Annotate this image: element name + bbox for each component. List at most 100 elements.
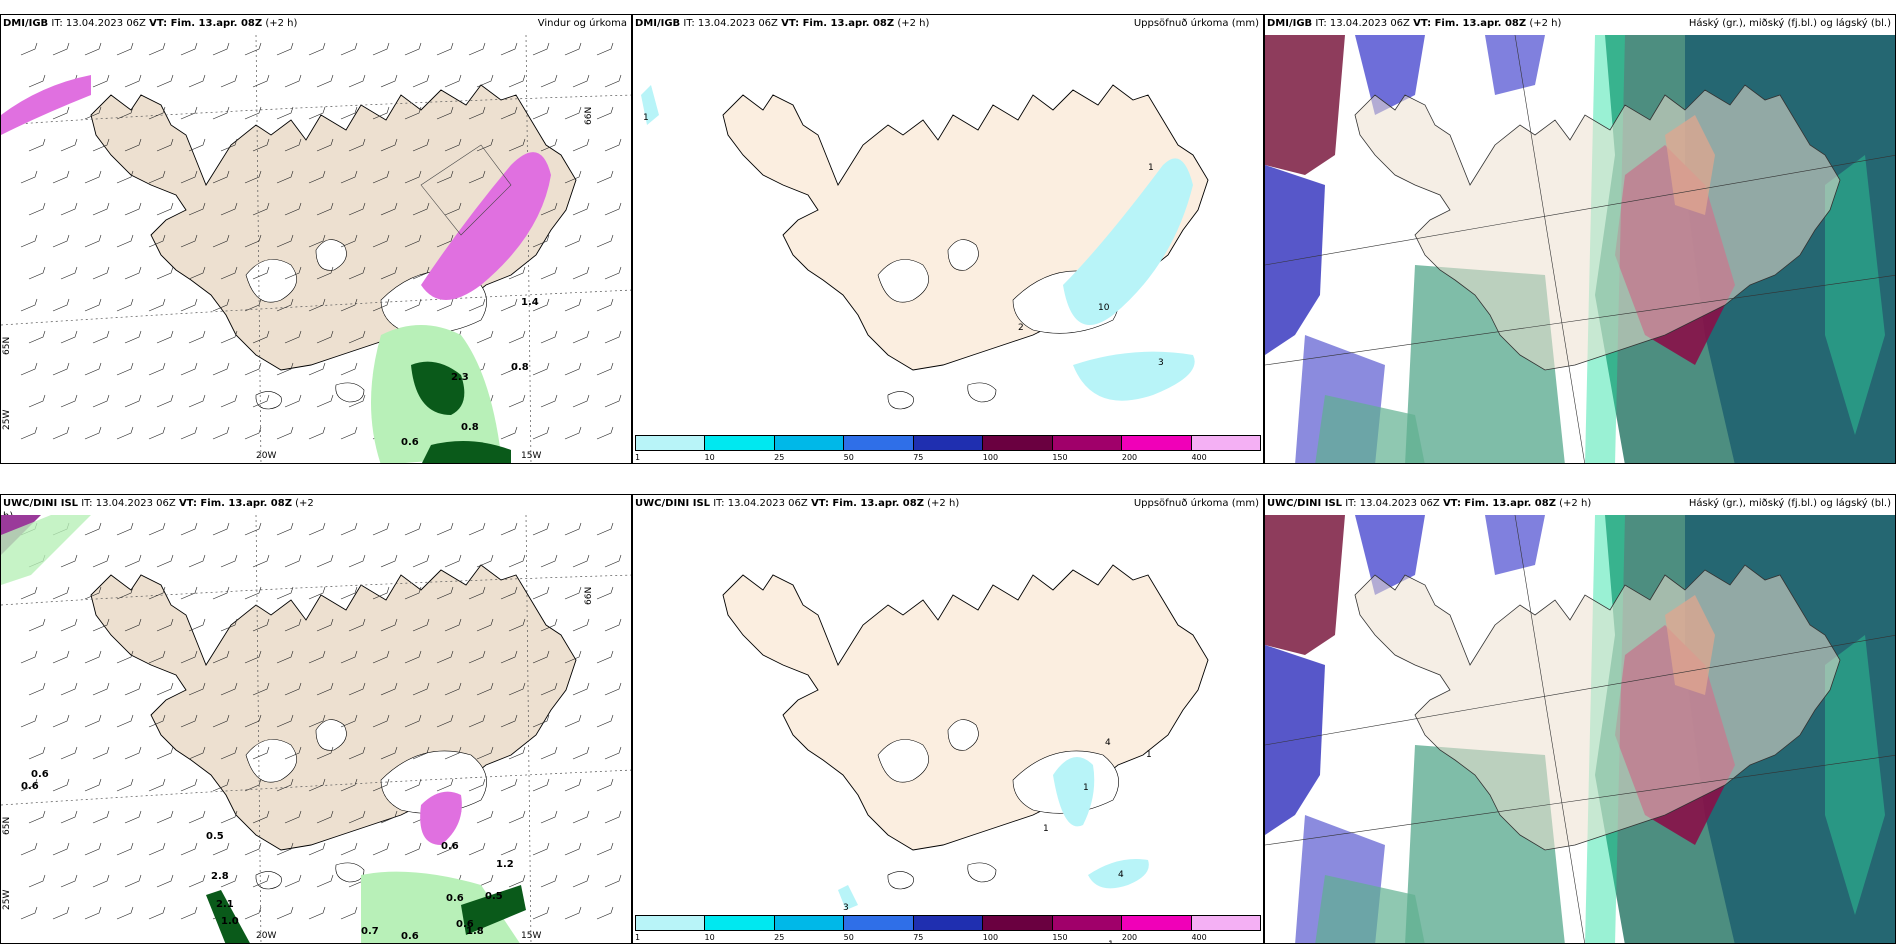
wind-barb	[220, 618, 238, 632]
wind-barb	[500, 106, 518, 120]
wind-barb	[84, 298, 102, 312]
wind-barb	[212, 650, 230, 664]
cloud-band	[1825, 155, 1885, 435]
wind-barb	[348, 682, 366, 696]
wind-barb	[468, 522, 486, 536]
wind-barb	[564, 426, 582, 440]
wind-barb	[124, 394, 142, 408]
wind-barb	[596, 650, 614, 664]
wind-barb	[468, 778, 486, 792]
wind-barb	[84, 234, 102, 248]
wind-barb	[540, 810, 558, 824]
wind-barb	[508, 746, 526, 760]
panel-title: DMI/IGB IT: 13.04.2023 06Z VT: Fim. 13.a…	[635, 18, 929, 29]
precip-heavy	[422, 440, 511, 463]
wind-barb	[340, 170, 358, 184]
wind-barb	[508, 682, 526, 696]
wind-barb	[468, 170, 486, 184]
wind-barb	[252, 554, 270, 568]
panel-wind-precip-dmi: DMI/IGB IT: 13.04.2023 06Z VT: Fim. 13.a…	[0, 14, 632, 464]
wind-barb	[276, 170, 294, 184]
iceland-land	[722, 564, 1209, 851]
wind-barb	[276, 906, 294, 920]
wind-barb	[308, 426, 326, 440]
wind-barb	[540, 266, 558, 280]
wind-barb	[20, 170, 38, 184]
wind-barb	[84, 906, 102, 920]
wind-barb	[596, 234, 614, 248]
precip-value-label: 0.5	[206, 831, 224, 842]
wind-barb	[468, 650, 486, 664]
panel-clouds-uwc: UWC/DINI ISL IT: 13.04.2023 06Z VT: Fim.…	[1264, 494, 1896, 944]
wind-barb	[380, 682, 398, 696]
precip-area	[1, 515, 91, 585]
wind-barb	[188, 682, 206, 696]
wind-barb	[572, 746, 590, 760]
wind-barb	[60, 746, 78, 760]
wind-barb	[444, 74, 462, 88]
wind-barb	[28, 682, 46, 696]
wind-barb	[244, 106, 262, 120]
lon-label: 25W	[2, 890, 12, 910]
wind-barb	[52, 234, 70, 248]
model-source: DMI/IGB	[635, 18, 681, 29]
wind-barb	[316, 810, 334, 824]
wind-barb	[596, 362, 614, 376]
wind-barb	[28, 138, 46, 152]
wind-barb	[564, 778, 582, 792]
wind-barb	[156, 874, 174, 888]
wind-barb	[124, 74, 142, 88]
valid-time: VT: Fim. 13.apr. 08Z	[781, 18, 895, 29]
wind-barb	[380, 746, 398, 760]
precip-value-label: 2.8	[211, 871, 229, 882]
sleet-area	[1, 75, 91, 135]
wind-barb	[564, 234, 582, 248]
wind-barb	[180, 298, 198, 312]
wind-barb	[564, 842, 582, 856]
accum-value-label: 3	[843, 903, 849, 913]
wind-barb	[276, 362, 294, 376]
legend-tick-label: 25	[774, 453, 785, 462]
wind-barb	[60, 266, 78, 280]
glacier	[335, 862, 365, 883]
wind-barb	[116, 42, 134, 56]
legend-ticks: 1 10 25 50 75 100 150 200 400	[635, 933, 1261, 943]
accum-value-label: 2	[1018, 323, 1024, 333]
wind-barb	[156, 746, 174, 760]
wind-barb	[28, 394, 46, 408]
wind-barb	[188, 330, 206, 344]
wind-barb	[308, 42, 326, 56]
wind-barb	[340, 42, 358, 56]
wind-barb	[572, 138, 590, 152]
precip-value-label: 0.7	[361, 926, 379, 937]
wind-barb	[60, 810, 78, 824]
lon-label: 15W	[521, 931, 541, 941]
panel-title: DMI/IGB IT: 13.04.2023 06Z VT: Fim. 13.a…	[3, 18, 297, 29]
wind-barb	[212, 842, 230, 856]
wind-barb	[476, 874, 494, 888]
lat-label: 65N	[2, 337, 12, 355]
iceland-outline	[1354, 84, 1841, 371]
wind-barb	[60, 682, 78, 696]
wind-barb	[188, 874, 206, 888]
wind-barb	[220, 682, 238, 696]
wind-barb	[500, 650, 518, 664]
wind-barb	[252, 746, 270, 760]
wind-barb	[532, 426, 550, 440]
wind-barb	[340, 106, 358, 120]
wind-barb	[220, 202, 238, 216]
wind-barb	[212, 42, 230, 56]
wind-barb	[380, 810, 398, 824]
wind-barb	[508, 394, 526, 408]
wind-barb	[84, 426, 102, 440]
wind-barb	[372, 42, 390, 56]
wind-barb	[532, 106, 550, 120]
wind-barb	[348, 394, 366, 408]
legend-tick-label: 1	[635, 453, 641, 462]
wind-barb	[604, 746, 622, 760]
wind-barb	[84, 170, 102, 184]
wind-barb	[380, 554, 398, 568]
wind-barb	[92, 810, 110, 824]
wind-barb	[308, 522, 326, 536]
wind-barb	[84, 714, 102, 728]
